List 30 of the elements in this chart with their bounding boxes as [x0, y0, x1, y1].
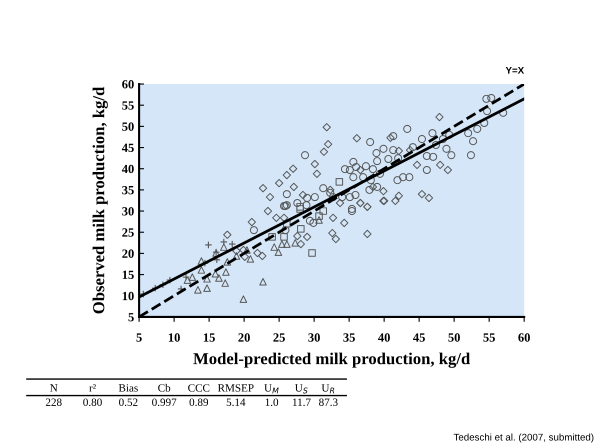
y-tick-label: 10 — [122, 292, 134, 300]
x-tick-label: 60 — [518, 333, 530, 342]
text: N r² Bias Cb CCC RMSEP U$_{M}$ U$_{S}$ U$_{R}$ — [50, 384, 334, 394]
y-tick-label: 45 — [122, 144, 134, 152]
x-tick-label: 15 — [204, 333, 215, 342]
x-tick-label: 5 — [136, 333, 142, 342]
y-tick-label: 55 — [122, 101, 134, 110]
series-label: Y=X — [506, 66, 524, 74]
text: Tedeschi et al. (2007, submitted) — [454, 433, 594, 443]
x-axis-title: Model-predicted milk production, kg/d — [193, 352, 470, 368]
x-tick-label: 50 — [448, 333, 460, 342]
y-tick-label: 30 — [122, 207, 134, 216]
y-tick-label: 60 — [122, 80, 134, 88]
y-tick-label: 40 — [122, 164, 134, 174]
y-tick-label: 35 — [122, 186, 134, 194]
y-tick-label: 25 — [122, 228, 134, 237]
x-tick-label: 30 — [308, 333, 320, 342]
y-tick-label: 5 — [128, 313, 134, 322]
y-tick-label: 50 — [122, 122, 134, 131]
x-tick-label: 35 — [343, 333, 355, 342]
x-tick-label: 25 — [273, 333, 285, 342]
x-tick-label: 20 — [238, 333, 250, 342]
x-tick-label: 40 — [378, 333, 390, 342]
y-axis-title: Observed milk production, kg/d — [92, 86, 108, 314]
y-tick-label: 15 — [122, 270, 134, 280]
y-tick-label: 20 — [122, 249, 134, 258]
x-tick-label: 10 — [168, 333, 180, 342]
x-tick-label: 55 — [483, 333, 495, 342]
text: 228 0.80 0.52 0.997 0.89 5.14 1.0 11.7 87.3 — [46, 398, 338, 406]
x-tick-label: 45 — [413, 333, 425, 342]
